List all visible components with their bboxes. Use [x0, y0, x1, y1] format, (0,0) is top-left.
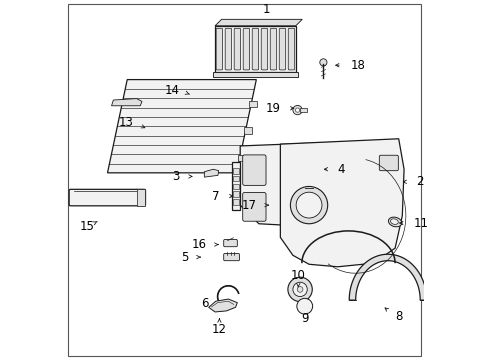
Bar: [231, 162, 239, 211]
Bar: [233, 199, 238, 205]
Text: 7: 7: [211, 190, 219, 203]
Bar: [244, 127, 251, 134]
FancyBboxPatch shape: [261, 28, 267, 70]
Bar: [233, 176, 238, 181]
Text: 8: 8: [394, 310, 402, 323]
FancyBboxPatch shape: [223, 239, 237, 247]
Text: 13: 13: [118, 116, 133, 129]
Bar: [233, 192, 238, 197]
Text: 4: 4: [337, 163, 345, 176]
FancyBboxPatch shape: [252, 28, 258, 70]
Polygon shape: [348, 254, 426, 300]
Ellipse shape: [387, 217, 401, 227]
Text: 19: 19: [265, 102, 280, 115]
Bar: [249, 101, 257, 107]
Text: 16: 16: [191, 238, 206, 251]
Bar: [238, 155, 245, 162]
FancyBboxPatch shape: [242, 155, 265, 185]
FancyBboxPatch shape: [243, 28, 249, 70]
Text: 12: 12: [211, 323, 226, 336]
Polygon shape: [215, 19, 302, 26]
Polygon shape: [107, 80, 256, 173]
Text: 14: 14: [164, 84, 179, 97]
FancyBboxPatch shape: [224, 28, 231, 70]
Text: 9: 9: [301, 311, 308, 325]
Text: 15: 15: [80, 220, 95, 233]
Circle shape: [290, 186, 327, 224]
FancyBboxPatch shape: [69, 189, 145, 206]
Text: 10: 10: [290, 269, 305, 282]
Text: 18: 18: [349, 59, 365, 72]
FancyBboxPatch shape: [270, 28, 276, 70]
Polygon shape: [204, 169, 218, 177]
Text: 3: 3: [172, 170, 180, 183]
Circle shape: [292, 105, 302, 115]
Text: 1: 1: [262, 3, 269, 16]
Polygon shape: [111, 99, 142, 106]
FancyBboxPatch shape: [223, 253, 239, 261]
Polygon shape: [208, 299, 237, 312]
Bar: [300, 108, 306, 112]
Bar: [213, 72, 297, 77]
FancyBboxPatch shape: [287, 28, 294, 70]
Circle shape: [297, 287, 303, 292]
Text: 17: 17: [242, 199, 257, 212]
Bar: [233, 168, 238, 174]
Bar: [137, 189, 144, 206]
Polygon shape: [240, 142, 335, 226]
Circle shape: [292, 282, 306, 297]
Text: 2: 2: [415, 175, 423, 188]
Circle shape: [319, 59, 326, 66]
Bar: [215, 26, 295, 72]
Text: 11: 11: [413, 216, 428, 230]
FancyBboxPatch shape: [242, 193, 265, 221]
Text: 5: 5: [181, 251, 188, 264]
Bar: [233, 184, 238, 189]
Circle shape: [287, 277, 312, 302]
FancyBboxPatch shape: [279, 28, 285, 70]
Ellipse shape: [390, 219, 397, 224]
FancyBboxPatch shape: [216, 28, 222, 70]
FancyBboxPatch shape: [379, 155, 398, 171]
Circle shape: [296, 192, 321, 218]
Circle shape: [295, 108, 299, 112]
FancyBboxPatch shape: [234, 28, 240, 70]
Text: 6: 6: [201, 297, 208, 310]
Polygon shape: [280, 139, 403, 267]
Circle shape: [296, 298, 312, 314]
